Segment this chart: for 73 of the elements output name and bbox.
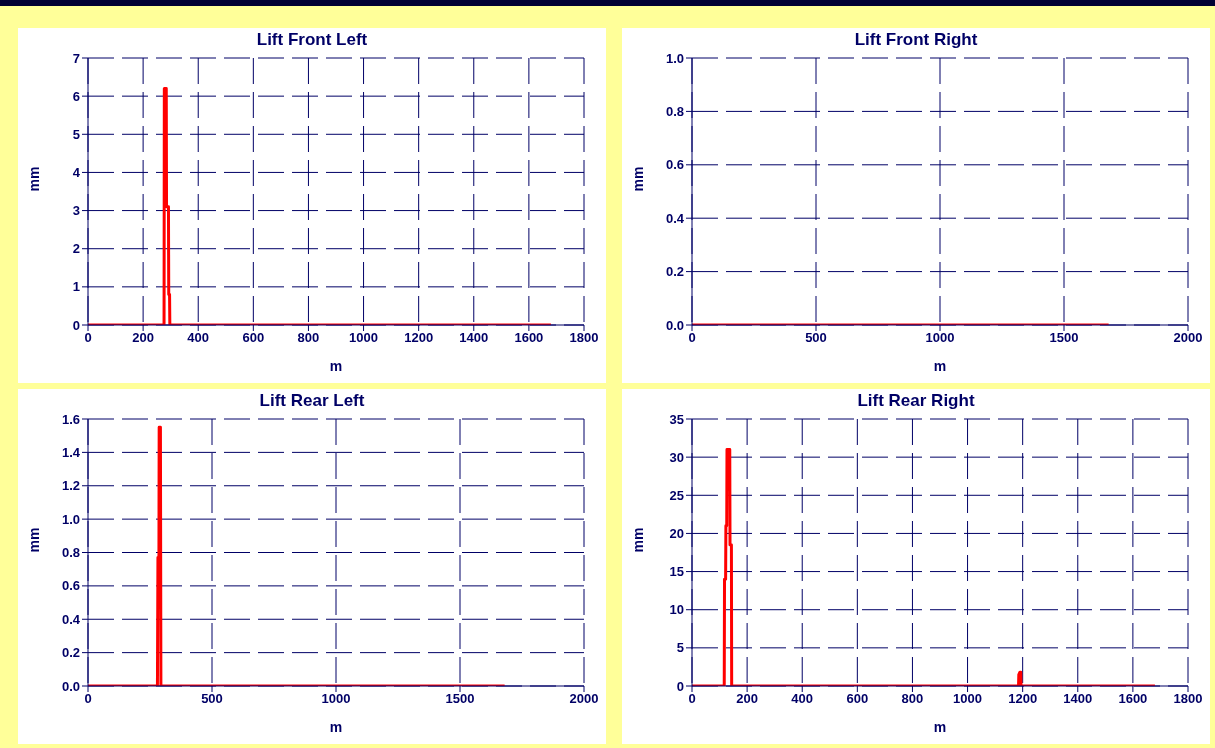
x-tick-label: 200: [736, 691, 758, 707]
y-tick-label: 0.4: [61, 611, 81, 627]
x-tick-label: 2000: [569, 691, 599, 707]
y-tick-label: 5: [72, 126, 80, 142]
y-tick-label: 0.8: [61, 545, 80, 561]
y-axis-title: mm: [25, 166, 42, 192]
y-axis-title: mm: [629, 527, 646, 553]
x-tick-label: 0: [84, 330, 92, 346]
x-tick-label: 1600: [1118, 691, 1148, 707]
x-axis-title: m: [933, 358, 947, 374]
y-tick-label: 0: [676, 678, 684, 694]
x-axis-title: m: [329, 719, 343, 735]
x-tick-label: 1000: [321, 691, 351, 707]
y-tick-label: 20: [669, 526, 684, 542]
y-tick-label: 0: [72, 317, 80, 333]
chart-title: Lift Front Left: [255, 30, 369, 50]
x-tick-label: 800: [297, 330, 320, 346]
x-tick-label: 500: [805, 330, 827, 346]
y-tick-label: 35: [669, 411, 684, 427]
y-tick-label: 3: [72, 203, 80, 219]
x-tick-label: 1400: [459, 330, 489, 346]
y-tick-label: 25: [669, 487, 684, 503]
y-tick-label: 1.4: [61, 444, 81, 460]
y-tick-label: 1.6: [61, 411, 80, 427]
x-tick-label: 1000: [349, 330, 379, 346]
x-tick-label: 1500: [1049, 330, 1079, 346]
x-tick-label: 0: [688, 330, 696, 346]
y-tick-label: 1: [72, 279, 80, 295]
y-tick-label: 0.2: [665, 264, 684, 280]
x-tick-label: 200: [132, 330, 154, 346]
x-tick-label: 0: [688, 691, 696, 707]
x-axis-title: m: [933, 719, 947, 735]
y-tick-label: 1.0: [61, 511, 80, 527]
x-tick-label: 0: [84, 691, 92, 707]
x-tick-label: 400: [187, 330, 210, 346]
y-tick-label: 0.0: [61, 678, 80, 694]
x-tick-label: 1200: [404, 330, 434, 346]
x-tick-label: 2000: [1173, 330, 1203, 346]
x-tick-label: 1000: [953, 691, 983, 707]
x-tick-label: 1400: [1063, 691, 1093, 707]
x-axis-title: m: [329, 358, 343, 374]
x-tick-label: 800: [901, 691, 924, 707]
y-tick-label: 2: [72, 241, 80, 257]
chart-title: Lift Rear Right: [856, 391, 976, 411]
x-tick-label: 500: [201, 691, 223, 707]
y-tick-label: 10: [669, 602, 684, 618]
chart-title: Lift Rear Left: [258, 391, 366, 411]
y-tick-label: 7: [72, 50, 80, 66]
chart-title: Lift Front Right: [853, 30, 979, 50]
x-tick-label: 1800: [1173, 691, 1203, 707]
x-tick-label: 1500: [445, 691, 475, 707]
y-tick-label: 0.0: [665, 317, 684, 333]
y-tick-label: 0.6: [61, 578, 80, 594]
x-tick-label: 1600: [514, 330, 544, 346]
x-tick-label: 600: [242, 330, 265, 346]
x-tick-label: 600: [846, 691, 869, 707]
y-tick-label: 0.6: [665, 157, 684, 173]
y-tick-label: 0.4: [665, 210, 685, 226]
y-tick-label: 0.2: [61, 645, 80, 661]
y-tick-label: 6: [72, 88, 80, 104]
x-tick-label: 1200: [1008, 691, 1038, 707]
x-tick-label: 400: [791, 691, 814, 707]
y-tick-label: 15: [669, 564, 684, 580]
x-tick-label: 1800: [569, 330, 599, 346]
y-tick-label: 0.8: [665, 104, 684, 120]
x-tick-label: 1000: [925, 330, 955, 346]
y-tick-label: 30: [669, 449, 684, 465]
y-axis-title: mm: [629, 166, 646, 192]
y-tick-label: 5: [676, 640, 684, 656]
y-tick-label: 1.2: [61, 478, 80, 494]
y-tick-label: 4: [72, 165, 81, 181]
y-tick-label: 1.0: [665, 50, 684, 66]
y-axis-title: mm: [25, 527, 42, 553]
